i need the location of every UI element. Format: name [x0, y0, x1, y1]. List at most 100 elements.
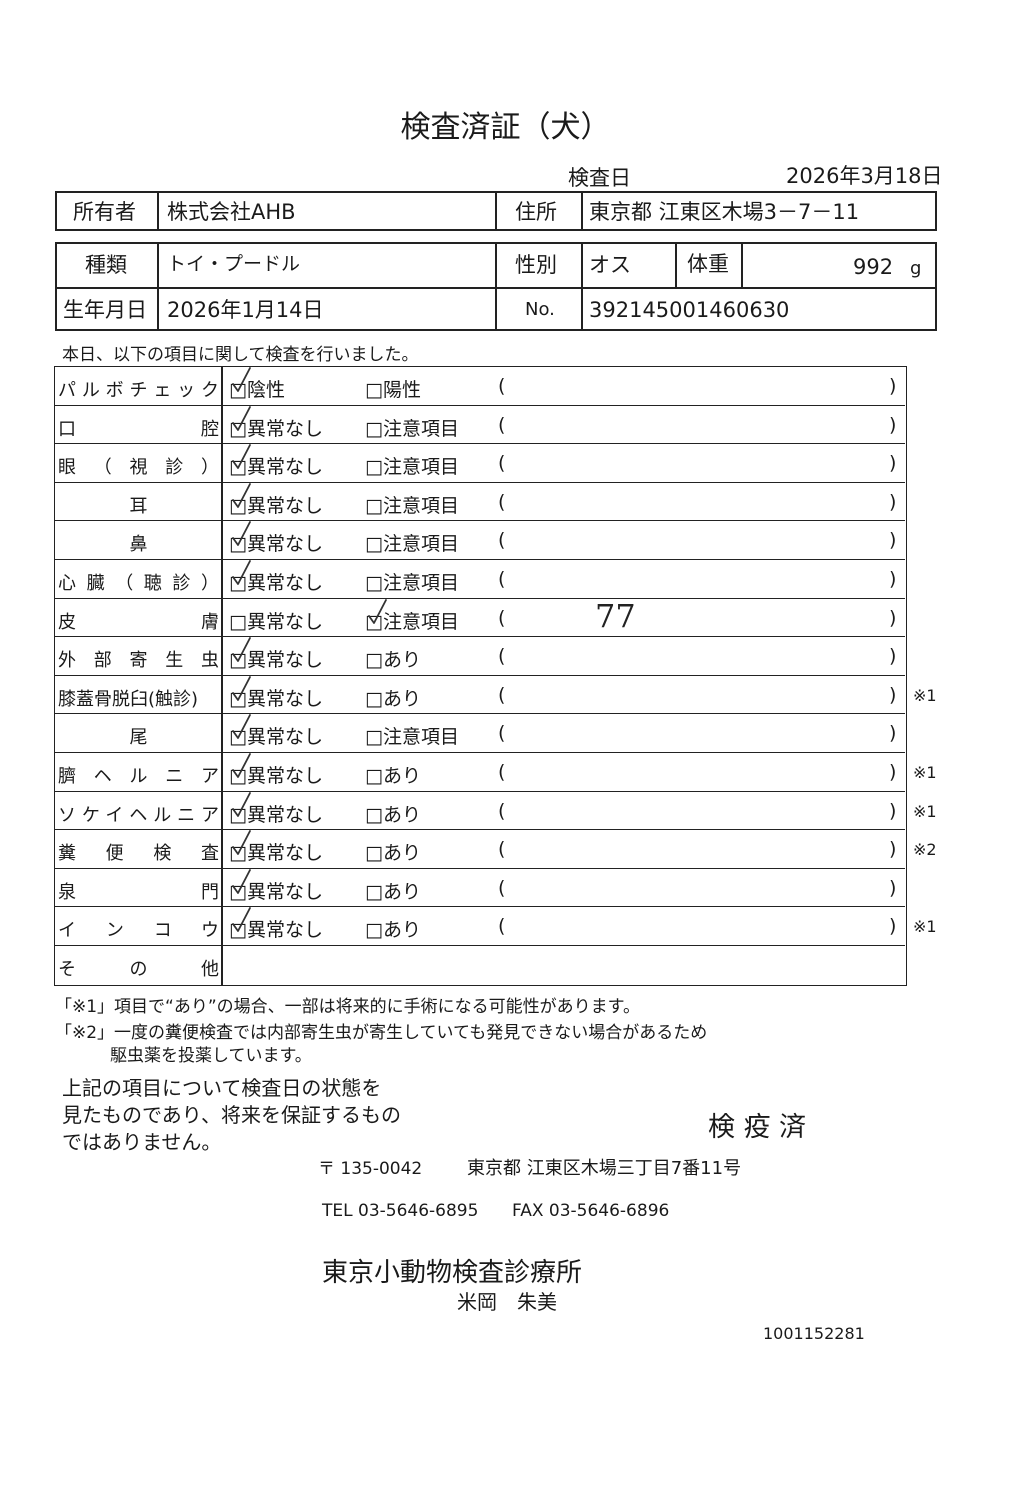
- option-normal-checkbox[interactable]: □異常なし: [229, 607, 323, 634]
- option-label: □異常なし: [229, 610, 323, 633]
- open-paren: (: [498, 529, 506, 552]
- page-title: 検査済証（犬）: [400, 110, 611, 145]
- option-label: □異常なし: [229, 494, 323, 517]
- inspection-row: パルボチェック □陰性 □陽性 (): [55, 367, 905, 406]
- address-label: 住所: [515, 200, 557, 224]
- sex-value: オス: [589, 253, 631, 277]
- inspection-row: 心臓（聴診） □異常なし □注意項目 (): [55, 560, 905, 599]
- option-normal-checkbox[interactable]: □異常なし: [229, 482, 323, 518]
- inspection-row: 鼻 □異常なし □注意項目 (): [55, 521, 905, 560]
- option-label: □あり: [365, 803, 421, 826]
- inspection-row: 口腔 □異常なし □注意項目 (): [55, 405, 905, 445]
- option-label: □異常なし: [229, 533, 323, 556]
- close-paren: ): [889, 761, 897, 783]
- item-note: ※1: [913, 917, 937, 937]
- item-label: 心臓（聴診）: [58, 573, 219, 594]
- close-paren: ): [889, 876, 897, 899]
- option-normal-checkbox[interactable]: □異常なし: [229, 637, 323, 672]
- option-label: □異常なし: [229, 803, 323, 826]
- inspection-row: その他: [55, 946, 905, 985]
- option-alert-checkbox[interactable]: □あり: [365, 684, 421, 711]
- option-label: □異常なし: [229, 417, 323, 440]
- option-alert-checkbox[interactable]: □あり: [365, 877, 421, 904]
- option-alert-checkbox[interactable]: □注意項目: [365, 414, 459, 441]
- birth-label: 生年月日: [63, 298, 147, 322]
- option-normal-checkbox[interactable]: □異常なし: [229, 714, 323, 749]
- inspection-row: 皮膚 □異常なし □注意項目 () 77: [55, 597, 905, 638]
- open-paren: (: [498, 876, 506, 899]
- document-number: 1001152281: [763, 1324, 865, 1343]
- option-alert-checkbox[interactable]: □あり: [365, 915, 421, 942]
- close-paren: ): [889, 799, 897, 822]
- option-normal-checkbox[interactable]: □異常なし: [229, 791, 323, 827]
- option-label: □あり: [365, 842, 421, 865]
- inspection-row: インコウ □異常なし □あり (): [55, 907, 905, 946]
- close-paren: ): [889, 683, 897, 706]
- weight-label: 体重: [687, 252, 729, 276]
- option-normal-checkbox[interactable]: □異常なし: [229, 560, 323, 595]
- option-label: □異常なし: [229, 919, 323, 942]
- option-alert-checkbox[interactable]: □あり: [365, 800, 421, 827]
- option-label: □異常なし: [229, 726, 323, 749]
- owner-table: 所有者 株式会社AHB 住所 東京都 江東区木場3－7－11: [55, 191, 937, 231]
- option-normal-checkbox[interactable]: □異常なし: [229, 830, 323, 865]
- option-alert-checkbox[interactable]: □注意項目: [365, 491, 459, 518]
- close-paren: ): [889, 529, 897, 552]
- open-paren: (: [498, 568, 506, 590]
- footnote-2: 「※2」一度の糞便検査では内部寄生虫が寄生していても発見できない場合があるため: [55, 1023, 708, 1043]
- close-paren: ): [889, 645, 897, 668]
- close-paren: ): [889, 452, 897, 475]
- item-label: 口腔: [58, 418, 219, 440]
- option-normal-checkbox[interactable]: □異常なし: [229, 907, 323, 942]
- option-label: □陰性: [229, 379, 285, 401]
- item-note: ※1: [913, 801, 937, 821]
- option-alert-checkbox[interactable]: □注意項目: [365, 722, 459, 749]
- open-paren: (: [498, 722, 506, 745]
- option-alert-checkbox[interactable]: □注意項目: [365, 452, 459, 479]
- item-label: パルボチェック: [58, 380, 219, 401]
- option-label: □注意項目: [365, 726, 459, 749]
- quarantine-stamp: 検 疫 済: [708, 1112, 807, 1143]
- option-alert-checkbox[interactable]: □あり: [365, 838, 421, 865]
- option-label: □注意項目: [365, 494, 459, 517]
- exam-date-label: 検査日: [568, 166, 631, 190]
- inspection-row: 耳 □異常なし □注意項目 (): [55, 482, 905, 522]
- option-label: □あり: [365, 765, 421, 787]
- option-label: □注意項目: [365, 610, 459, 633]
- option-label: □異常なし: [229, 456, 323, 479]
- footnote-2-cont: 駆虫薬を投薬しています。: [110, 1046, 312, 1066]
- option-label: □あり: [365, 919, 421, 942]
- option-alert-checkbox[interactable]: □注意項目: [365, 598, 459, 634]
- option-normal-checkbox[interactable]: □異常なし: [229, 675, 323, 711]
- option-normal-checkbox[interactable]: □異常なし: [229, 521, 323, 556]
- inspection-row: 泉門 □異常なし □あり (): [55, 868, 905, 908]
- owner-value: 株式会社AHB: [167, 200, 296, 224]
- clinic-name: 東京小動物検査診療所: [322, 1258, 583, 1288]
- close-paren: ): [889, 490, 897, 513]
- item-label: インコウ: [58, 920, 219, 942]
- option-label: □あり: [365, 880, 421, 903]
- disclaimer-3: ではありません。: [62, 1130, 222, 1154]
- item-label: 鼻: [129, 534, 148, 556]
- clinic-address: 東京都 江東区木場三丁目7番11号: [467, 1158, 742, 1179]
- option-alert-checkbox[interactable]: □あり: [365, 645, 421, 672]
- inspection-row: 尾 □異常なし □注意項目 (): [55, 714, 905, 753]
- item-label: 膝蓋骨脱臼(触診): [58, 688, 199, 710]
- option-normal-checkbox[interactable]: □異常なし: [229, 405, 323, 441]
- open-paren: (: [498, 645, 506, 668]
- open-paren: (: [498, 452, 506, 475]
- option-alert-checkbox[interactable]: □陽性: [365, 375, 421, 402]
- option-normal-checkbox[interactable]: □陰性: [229, 367, 285, 402]
- option-normal-checkbox[interactable]: □異常なし: [229, 444, 323, 479]
- option-alert-checkbox[interactable]: □注意項目: [365, 568, 459, 595]
- option-alert-checkbox[interactable]: □あり: [365, 761, 421, 788]
- open-paren: (: [498, 375, 506, 397]
- option-normal-checkbox[interactable]: □異常なし: [229, 868, 323, 904]
- open-paren: (: [498, 413, 506, 436]
- option-alert-checkbox[interactable]: □注意項目: [365, 529, 459, 556]
- option-label: □異常なし: [229, 572, 323, 594]
- item-label: 耳: [129, 495, 148, 517]
- option-normal-checkbox[interactable]: □異常なし: [229, 753, 323, 788]
- option-label: □異常なし: [229, 765, 323, 787]
- open-paren: (: [498, 761, 506, 783]
